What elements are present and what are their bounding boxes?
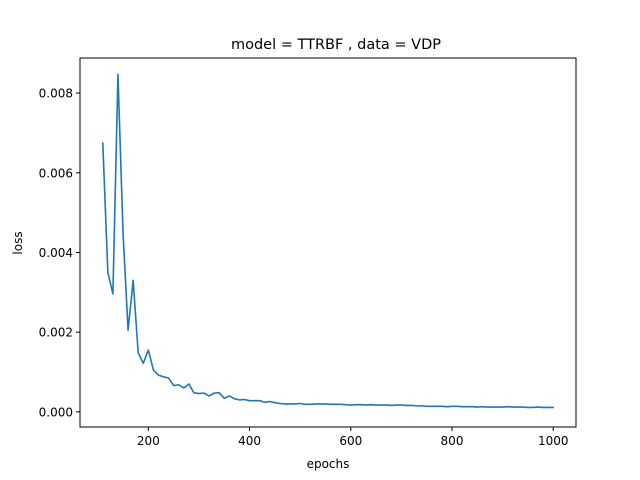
- y-axis-label: loss: [11, 231, 25, 254]
- y-axis-ticks: 0.000 0.002 0.004 0.006 0.008: [39, 87, 80, 419]
- x-axis-ticks: 200 400 600 800 1000: [137, 427, 569, 448]
- y-tick-label: 0.008: [39, 87, 73, 101]
- y-tick-label: 0.004: [39, 246, 73, 260]
- x-tick-label: 400: [238, 434, 261, 448]
- x-tick-label: 200: [137, 434, 160, 448]
- x-tick-label: 800: [441, 434, 464, 448]
- x-tick-label: 600: [339, 434, 362, 448]
- plot-lines: [101, 73, 555, 409]
- x-tick-label: 1000: [538, 434, 569, 448]
- loss-series-line: [101, 73, 555, 409]
- y-tick-label: 0.000: [39, 405, 73, 419]
- x-axis-label: epochs: [307, 457, 350, 471]
- plot-frame: [79, 57, 577, 428]
- y-tick-label: 0.006: [39, 166, 73, 180]
- y-tick-label: 0.002: [39, 326, 73, 340]
- chart-title: model = TTRBF , data = VDP: [231, 37, 441, 53]
